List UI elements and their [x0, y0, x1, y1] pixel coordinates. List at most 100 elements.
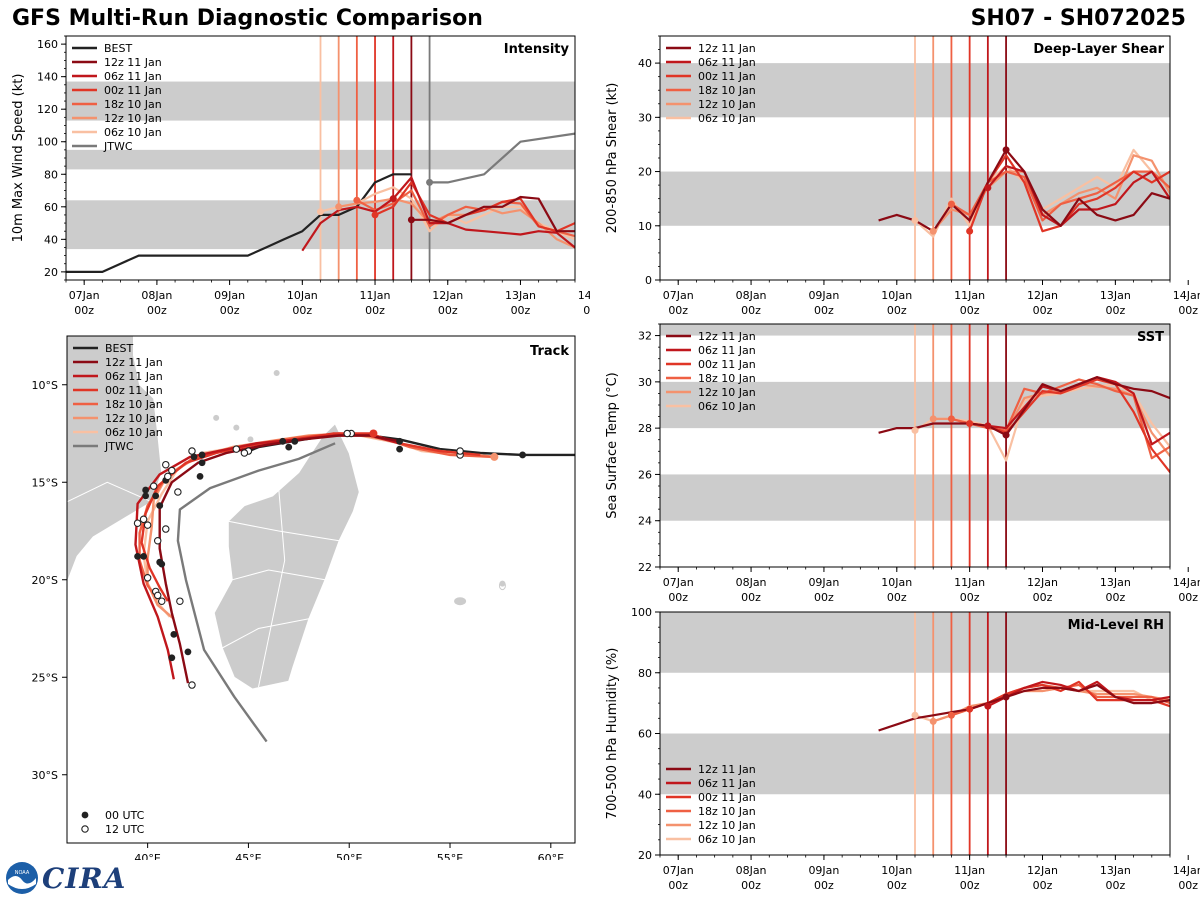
series-group: [878, 376, 1170, 474]
marker-00utc: [519, 451, 526, 459]
logo: NOAA CIRA: [4, 860, 126, 896]
legend-label: 18z 10 Jan: [104, 98, 162, 111]
marker-legend-label: 12 UTC: [105, 823, 145, 836]
legend-label: 12z 10 Jan: [104, 112, 162, 125]
border-line: [228, 520, 340, 542]
x-tick-label: 14Jan: [1173, 864, 1200, 877]
legend-label: 12z 11 Jan: [698, 42, 756, 55]
x-tick-label: 50°E: [336, 852, 362, 860]
marker-12utc: [240, 449, 249, 457]
x-tick-label: 10Jan: [881, 289, 912, 302]
page-title: GFS Multi-Run Diagnostic Comparison: [12, 6, 483, 31]
border-line: [67, 481, 152, 503]
series-line-18z-10-Jan: [951, 378, 1170, 460]
init-marker-12z-11-Jan: [407, 216, 415, 224]
x-tick-label: 14Jan: [578, 289, 590, 302]
x-tick-sublabel: 00z: [814, 304, 834, 317]
series-group: [66, 132, 575, 273]
marker-00utc: [152, 492, 160, 500]
x-tick-sublabel: 00z: [365, 304, 385, 317]
legend-label: 06z 11 Jan: [104, 70, 162, 83]
x-tick-sublabel: 00z: [887, 879, 907, 892]
island: [247, 436, 254, 443]
series-line-18z-10-Jan: [356, 189, 575, 238]
marker-12utc: [162, 460, 170, 469]
x-tick-sublabel: 00z: [511, 304, 531, 317]
x-tick-sublabel: 00z: [438, 304, 458, 317]
legend-label: 18z 10 Jan: [105, 398, 163, 411]
island: [273, 370, 280, 377]
x-tick-sublabel: 00z: [960, 879, 980, 892]
y-tick-label: 24: [638, 515, 652, 528]
init-marker-18z-10-Jan: [947, 711, 955, 719]
x-tick-sublabel: 00z: [74, 304, 94, 317]
series-line-12z-11-Jan: [878, 683, 1170, 732]
series-line-06z-10-Jan: [914, 148, 1170, 238]
border-line: [258, 488, 286, 688]
x-tick-label: 11Jan: [954, 289, 985, 302]
init-marker-00z-11-Jan: [371, 211, 379, 219]
y-tick-label: 10°S: [32, 379, 58, 392]
init-marker-06z-11-Jan: [984, 422, 992, 430]
init-marker-00z-11-Jan: [966, 705, 974, 713]
x-tick-label: 14Jan: [1173, 289, 1200, 302]
marker-00utc: [184, 648, 192, 656]
y-tick-label: 80: [44, 168, 58, 181]
x-tick-sublabel: 00z: [1178, 304, 1198, 317]
x-tick-sublabel: 00z: [147, 304, 167, 317]
init-marker-18z-10-Jan: [947, 415, 955, 423]
border-line: [67, 657, 68, 658]
y-tick-label: 30: [638, 111, 652, 124]
marker-00utc: [142, 486, 150, 494]
x-tick-sublabel: 00z: [1178, 591, 1198, 604]
marker-00utc: [198, 451, 206, 459]
sst-chart: 22 24 26 28 30 32 07Jan 00z 08Jan 00z 09Jan 00z 10Ja…: [605, 323, 1200, 604]
cira-logo-text: CIRA: [42, 861, 127, 895]
x-tick-sublabel: 00z: [292, 304, 312, 317]
x-tick-label: 08Jan: [736, 864, 767, 877]
init-marker-12z-11-Jan: [1002, 431, 1010, 439]
y-tick-label: 0: [645, 274, 652, 287]
storm-id: SH07 - SH072025: [970, 6, 1186, 31]
series-line-12z-11-Jan: [878, 376, 1170, 437]
x-tick-label: 08Jan: [736, 289, 767, 302]
marker-12utc: [143, 574, 152, 582]
noaa-logo-icon: NOAA: [6, 862, 38, 894]
x-tick-label: 09Jan: [808, 289, 839, 302]
init-marker-06z-11-Jan: [984, 702, 992, 710]
y-tick-label: 10: [638, 220, 652, 233]
x-tick-sublabel: 00z: [1105, 591, 1125, 604]
island-mauritius: [498, 581, 506, 591]
legend-label: 06z 11 Jan: [698, 344, 756, 357]
marker-legend-swatch: [81, 825, 89, 833]
y-tick-label: 140: [37, 71, 58, 84]
border-line: [221, 618, 309, 649]
init-marker-06z-10-Jan: [911, 216, 919, 224]
y-axis-label: Sea Surface Temp (°C): [605, 372, 620, 519]
marker-12utc: [139, 515, 148, 524]
y-tick-label: 60: [638, 728, 652, 741]
legend-label: BEST: [104, 42, 132, 55]
legend-label: 06z 10 Jan: [698, 112, 756, 125]
y-tick-label: 40: [638, 788, 652, 801]
y-tick-label: 40: [638, 57, 652, 70]
x-tick-label: 45°E: [235, 852, 261, 860]
landmass-africa: [67, 336, 163, 843]
marker-12utc: [343, 429, 351, 438]
track-line-JTWC: [176, 442, 336, 743]
island-reunion: [454, 597, 467, 606]
x-tick-sublabel: 00z: [741, 304, 761, 317]
panel-title: Intensity: [504, 42, 570, 57]
y-tick-label: 20: [638, 849, 652, 862]
y-tick-label: 20°S: [32, 574, 58, 587]
x-tick-label: 13Jan: [1100, 864, 1131, 877]
x-tick-label: 11Jan: [954, 576, 985, 589]
y-tick-label: 80: [638, 667, 652, 680]
marker-12utc: [164, 472, 172, 481]
legend-label: 06z 10 Jan: [698, 833, 756, 846]
x-tick-sublabel: 00z: [741, 591, 761, 604]
panel-title: Deep-Layer Shear: [1033, 42, 1164, 57]
legend-label: 12z 10 Jan: [698, 98, 756, 111]
marker-12utc: [456, 447, 464, 455]
panel-title: Track: [530, 344, 569, 359]
